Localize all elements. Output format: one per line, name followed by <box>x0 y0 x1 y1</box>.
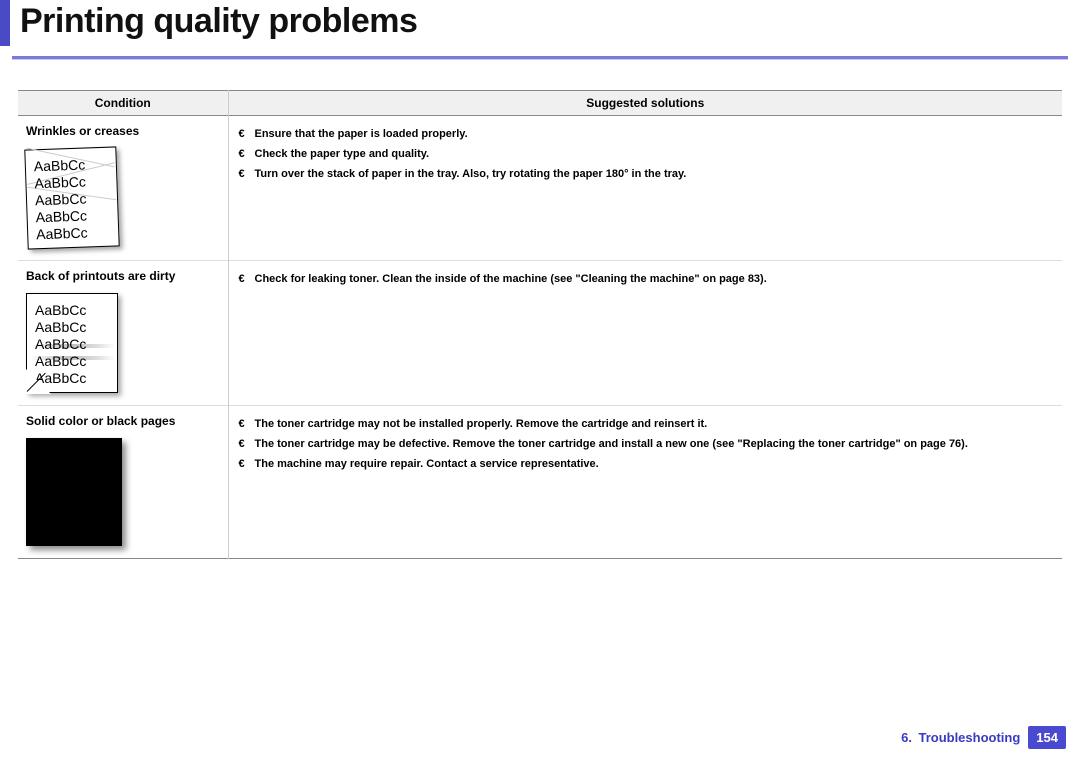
list-item: Check the paper type and quality. <box>237 144 1055 164</box>
problems-table: Condition Suggested solutions Wrinkles o… <box>18 90 1062 559</box>
cell-solutions: The toner cartridge may not be installed… <box>228 406 1062 559</box>
cell-condition: Back of printouts are dirty AaBbCc AaBbC… <box>18 261 228 406</box>
paper-icon: AaBbCc AaBbCc AaBbCc AaBbCc AaBbCc <box>26 293 118 393</box>
col-solutions: Suggested solutions <box>228 91 1062 116</box>
table-row: Solid color or black pages The toner car… <box>18 406 1062 559</box>
solution-list: Ensure that the paper is loaded properly… <box>237 124 1055 184</box>
page-footer: 6. Troubleshooting 154 <box>901 726 1066 749</box>
accent-bar <box>0 0 10 46</box>
solution-list: Check for leaking toner. Clean the insid… <box>237 269 1055 289</box>
condition-label: Wrinkles or creases <box>26 124 220 138</box>
footer-page-number: 154 <box>1028 726 1066 749</box>
sample-text: AaBbCc AaBbCc AaBbCc AaBbCc AaBbCc <box>34 157 88 244</box>
table-header-row: Condition Suggested solutions <box>18 91 1062 116</box>
cell-condition: Solid color or black pages <box>18 406 228 559</box>
condition-label: Solid color or black pages <box>26 414 220 428</box>
cell-solutions: Check for leaking toner. Clean the insid… <box>228 261 1062 406</box>
page-title: Printing quality problems <box>20 2 417 41</box>
table-row: Wrinkles or creases AaBbCc AaBbCc AaBbCc… <box>18 116 1062 261</box>
cell-condition: Wrinkles or creases AaBbCc AaBbCc AaBbCc… <box>18 116 228 261</box>
col-condition: Condition <box>18 91 228 116</box>
list-item: Turn over the stack of paper in the tray… <box>237 164 1055 184</box>
illustration-black <box>26 438 122 546</box>
paper-icon: AaBbCc AaBbCc AaBbCc AaBbCc AaBbCc <box>24 146 119 249</box>
list-item: Ensure that the paper is loaded properly… <box>237 124 1055 144</box>
table-row: Back of printouts are dirty AaBbCc AaBbC… <box>18 261 1062 406</box>
list-item: The toner cartridge may be defective. Re… <box>237 434 1055 454</box>
solution-list: The toner cartridge may not be installed… <box>237 414 1055 474</box>
condition-label: Back of printouts are dirty <box>26 269 220 283</box>
illustration-wrinkle: AaBbCc AaBbCc AaBbCc AaBbCc AaBbCc <box>26 148 122 248</box>
list-item: The machine may require repair. Contact … <box>237 454 1055 474</box>
footer-chapter: 6. Troubleshooting <box>901 730 1020 745</box>
list-item: Check for leaking toner. Clean the insid… <box>237 269 1055 289</box>
black-page-icon <box>26 438 122 546</box>
cell-solutions: Ensure that the paper is loaded properly… <box>228 116 1062 261</box>
list-item: The toner cartridge may not be installed… <box>237 414 1055 434</box>
illustration-dirty: AaBbCc AaBbCc AaBbCc AaBbCc AaBbCc <box>26 293 122 393</box>
title-rule <box>12 56 1068 59</box>
